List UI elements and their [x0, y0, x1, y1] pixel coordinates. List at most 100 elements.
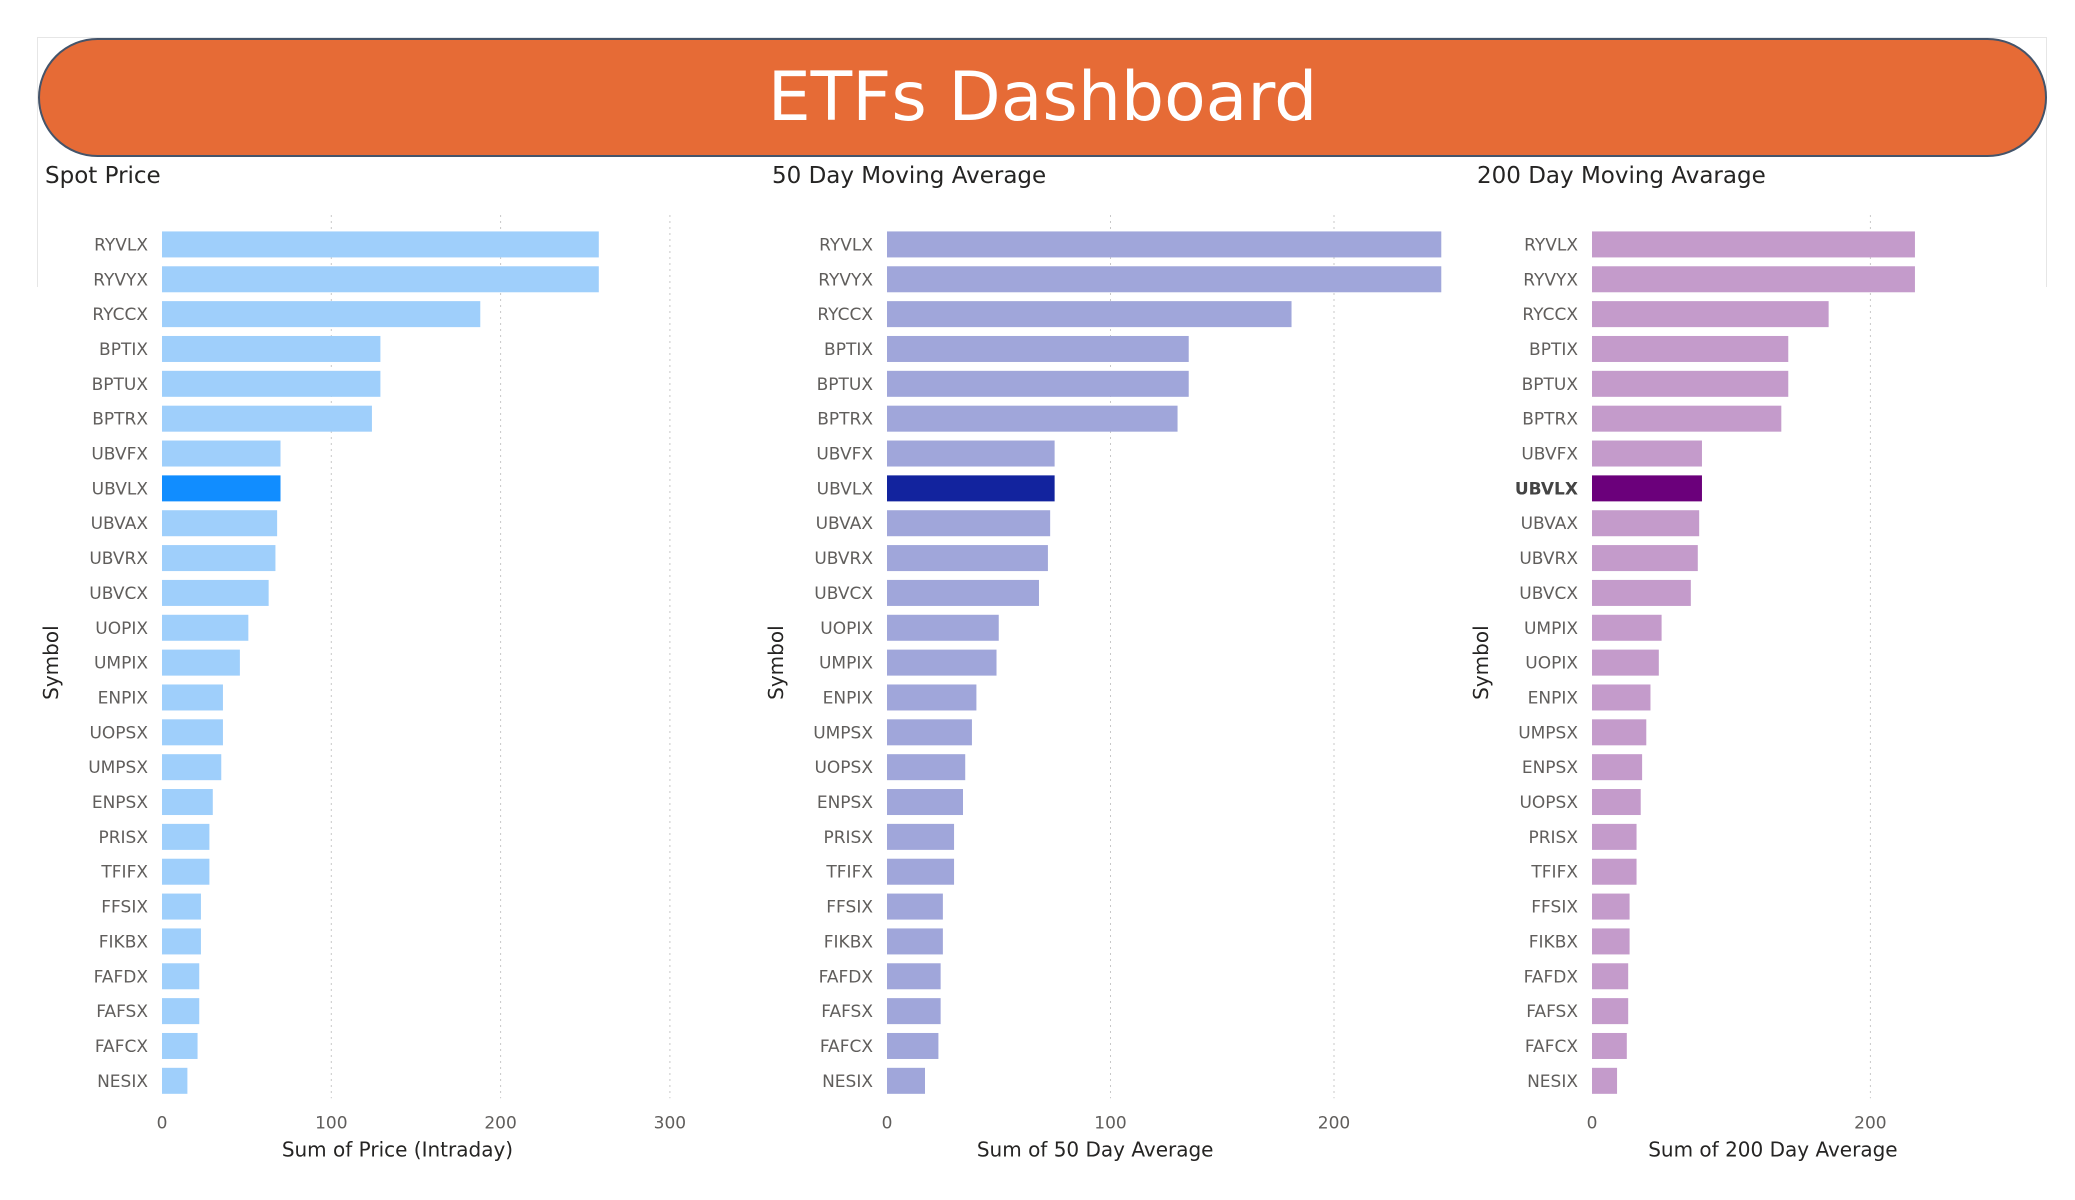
bar-enpsx — [887, 789, 963, 816]
bar-ryvlx — [1592, 231, 1915, 258]
category-label: RYCCX — [1522, 305, 1578, 325]
category-label: BPTIX — [824, 340, 873, 360]
x-tick-label: 200 — [1854, 1113, 1886, 1133]
category-label: FFSIX — [101, 898, 148, 918]
x-tick-label: 0 — [1587, 1113, 1598, 1133]
category-label: UOPIX — [95, 619, 148, 639]
bar-nesix — [1592, 1067, 1618, 1094]
category-label: RYVLX — [819, 235, 873, 255]
category-label: UOPSX — [1519, 793, 1578, 813]
bar-tfifx — [887, 858, 955, 885]
x-tick-label: 100 — [315, 1113, 347, 1133]
bar-ffsix — [162, 893, 201, 920]
bar-ryvyx — [887, 266, 1442, 293]
bar-bptrx — [162, 405, 372, 432]
category-label: TFIFX — [1530, 863, 1578, 883]
category-label: UOPIX — [820, 619, 873, 639]
y-axis-title: Symbol — [1469, 625, 1493, 700]
bar-ryccx — [1592, 301, 1829, 328]
bar-uopix — [1592, 649, 1659, 676]
bar-enpsx — [1592, 754, 1643, 781]
category-label: BPTRX — [92, 410, 148, 430]
bar-fafsx — [1592, 998, 1629, 1025]
bar-tfifx — [162, 858, 210, 885]
bar-ryvyx — [162, 266, 599, 293]
category-label: FAFSX — [96, 1002, 148, 1022]
category-label: FAFSX — [821, 1002, 873, 1022]
x-tick-label: 100 — [1094, 1113, 1126, 1133]
category-label: UBVFX — [816, 445, 873, 465]
category-label: FIKBX — [1529, 932, 1579, 952]
category-label: ENPIX — [1528, 688, 1579, 708]
bar-ubvrx — [162, 545, 276, 572]
bar-ubvrx — [887, 545, 1048, 572]
bar-ryvlx — [162, 231, 599, 258]
category-label: UMPSX — [88, 758, 148, 778]
bar-ubvrx — [1592, 545, 1698, 572]
category-label: BPTIX — [1529, 340, 1578, 360]
category-label: NESIX — [1527, 1072, 1578, 1092]
bar-ubvlx — [887, 475, 1055, 502]
category-label: RYCCX — [817, 305, 873, 325]
bar-fafcx — [162, 1032, 198, 1059]
bar-bptix — [162, 335, 381, 362]
bar-ubvax — [162, 510, 278, 537]
category-label: ENPIX — [98, 688, 149, 708]
bar-nesix — [887, 1067, 925, 1094]
category-label: UBVLX — [817, 479, 874, 499]
bar-bptrx — [887, 405, 1178, 432]
category-label: UMPIX — [1524, 619, 1578, 639]
category-label: UBVAX — [1521, 514, 1579, 534]
category-label: FFSIX — [826, 898, 873, 918]
bar-ryccx — [162, 301, 481, 328]
bar-umpix — [887, 649, 997, 676]
category-label: FAFCX — [95, 1037, 148, 1057]
category-label: FAFDX — [819, 967, 874, 987]
bar-ubvlx — [162, 475, 281, 502]
category-label: BPTIX — [99, 340, 148, 360]
category-label: FAFCX — [820, 1037, 873, 1057]
category-label: UBVRX — [89, 549, 148, 569]
category-label: UBVFX — [1521, 445, 1578, 465]
category-label: NESIX — [97, 1072, 148, 1092]
bar-ryvlx — [887, 231, 1442, 258]
category-label: FIKBX — [99, 932, 149, 952]
bar-uopsx — [162, 719, 223, 746]
x-tick-label: 200 — [1318, 1113, 1350, 1133]
x-axis-title: Sum of Price (Intraday) — [282, 1137, 513, 1161]
fifty-day-bar-chart: 0 100 200 RYVLX RYVYX RYCCX BPTIX BPTUX BPTRX UBV… — [764, 215, 1442, 1161]
bar-umpsx — [887, 719, 972, 746]
category-label: ENPSX — [1522, 758, 1579, 778]
category-label: RYVYX — [818, 270, 873, 290]
bar-ubvfx — [887, 440, 1055, 467]
category-label: FAFDX — [1524, 967, 1579, 987]
bar-fafcx — [1592, 1032, 1627, 1059]
bar-enpix — [1592, 684, 1651, 711]
category-label: UBVAX — [816, 514, 874, 534]
bar-fafdx — [162, 963, 200, 990]
bar-fikbx — [887, 928, 943, 955]
dashboard-frame — [37, 37, 2047, 287]
category-label: RYCCX — [92, 305, 148, 325]
bar-ryccx — [887, 301, 1292, 328]
category-label: FIKBX — [824, 932, 874, 952]
bar-fafdx — [1592, 963, 1629, 990]
category-label: PRISX — [1528, 828, 1578, 848]
category-label: UMPIX — [819, 654, 873, 674]
category-label: UBVLX — [92, 479, 149, 499]
category-label: UBVCX — [1519, 584, 1578, 604]
chart-title-200-day: 200 Day Moving Avarage — [1477, 163, 1766, 189]
category-label: PRISX — [823, 828, 873, 848]
bar-ffsix — [1592, 893, 1630, 920]
bar-ubvax — [887, 510, 1051, 537]
x-axis-title: Sum of 50 Day Average — [977, 1137, 1214, 1161]
bar-bptux — [162, 370, 381, 397]
category-label: UOPSX — [814, 758, 873, 778]
bar-ubvlx — [1592, 475, 1702, 502]
category-label: PRISX — [98, 828, 148, 848]
bar-ubvfx — [162, 440, 281, 467]
bar-enpsx — [162, 789, 213, 816]
bar-fikbx — [1592, 928, 1630, 955]
category-label: UBVRX — [814, 549, 873, 569]
chart-title-50-day: 50 Day Moving Average — [772, 163, 1047, 189]
